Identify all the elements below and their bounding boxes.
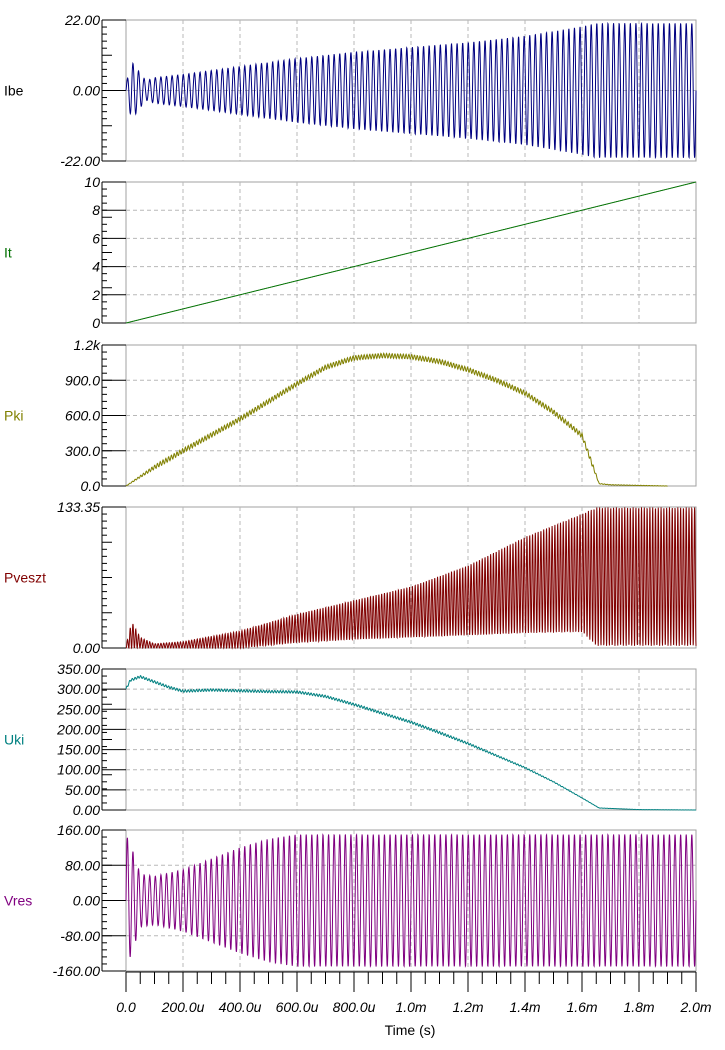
x-tick-label: 2.0m [679,999,711,1015]
time-axis: 0.0 200.0u 400.0u 600.0u 800.0u 1.0m 1.2m 1.4m 1… [116,971,712,1015]
y-tick-label: 133.35 [57,499,100,515]
y-tick-label: 0.00 [73,802,100,818]
series-ibe [125,21,697,160]
panel-pki: 1.2k 900.0 600.0 300.0 0.0 Pki [4,337,697,494]
series-pveszt [125,506,697,650]
x-tick-label: 800.0u [333,999,376,1015]
x-tick-label: 200.0u [161,999,205,1015]
chart-panels: 22.00 0.00 -22.00 Ibe 10 8 6 4 2 0 It 1.2k 900.0 600.… [4,12,697,979]
y-tick-label: 160.00 [57,822,100,838]
y-tick-label: 6 [92,230,100,246]
y-tick-label: -80.00 [60,928,100,944]
panel-it: 10 8 6 4 2 0 It [4,174,697,331]
y-tick-label: 0.00 [73,83,100,99]
series-uki [125,674,697,811]
panel-label: Pveszt [4,570,46,586]
x-tick-label: 1.4m [509,999,540,1015]
y-tick-label: 0.00 [73,893,100,909]
x-tick-label: 400.0u [219,999,262,1015]
y-tick-label: 10 [84,174,100,190]
x-tick-label: 1.6m [566,999,597,1015]
x-tick-label: 0.0 [116,999,136,1015]
time-axis-label: Time (s) [385,1022,436,1038]
y-tick-label: -160.00 [53,963,101,979]
panel-vres: 160.00 80.00 0.00 -80.00 -160.00 Vres [4,822,697,979]
y-tick-label: 4 [92,259,100,275]
y-tick-label: 250.00 [56,701,100,717]
panel-label: Ibe [4,83,24,99]
y-tick-label: 2 [91,287,100,303]
series-it [125,181,697,324]
x-tick-label: 1.8m [623,999,654,1015]
y-tick-label: 50.00 [65,782,100,798]
y-tick-label: 1.2k [74,337,101,353]
panel-uki: 350.00 300.00 250.00 200.00 150.00 100.00 50.0… [4,661,697,818]
y-tick-label: 80.00 [65,857,100,873]
y-tick-label: 0.0 [81,478,101,494]
y-tick-label: -22.00 [60,153,100,169]
panel-ibe: 22.00 0.00 -22.00 Ibe [4,12,697,169]
y-tick-label: 150.00 [57,742,100,758]
x-tick-label: 1.2m [452,999,483,1015]
panel-pveszt: 133.35 0.00 Pveszt [4,499,697,656]
y-tick-label: 22.00 [64,12,100,28]
y-tick-label: 0.00 [73,640,100,656]
series-pki [125,352,668,487]
y-tick-label: 300.00 [57,681,100,697]
x-tick-label: 600.0u [276,999,319,1015]
y-tick-label: 300.0 [65,443,100,459]
panel-label: Vres [4,893,32,909]
y-tick-label: 350.00 [57,661,100,677]
series-vres [125,833,697,968]
panel-label: It [4,245,12,261]
y-tick-label: 0 [92,315,100,331]
x-tick-label: 1.0m [395,999,426,1015]
y-tick-label: 200.00 [56,721,100,737]
y-tick-label: 900.0 [65,372,100,388]
panel-label: Pki [4,408,23,424]
y-tick-label: 100.00 [57,762,100,778]
y-tick-label: 600.0 [65,408,100,424]
y-tick-label: 8 [92,202,100,218]
panel-label: Uki [4,732,24,748]
